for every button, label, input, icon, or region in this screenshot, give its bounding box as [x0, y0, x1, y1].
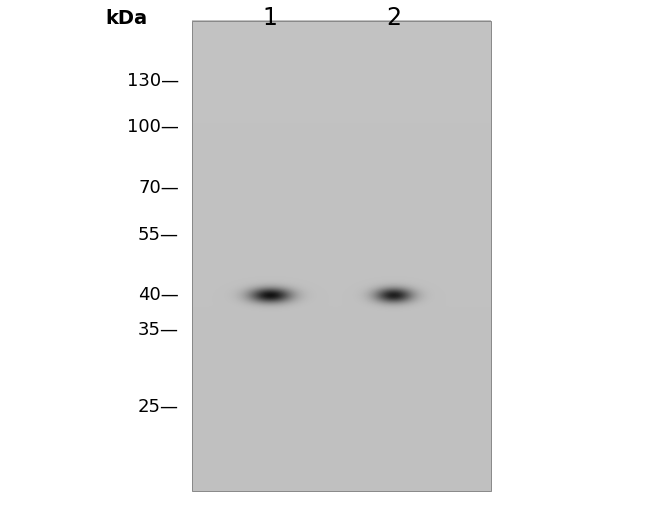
Text: kDa: kDa	[106, 9, 148, 28]
Text: 1: 1	[263, 6, 277, 30]
Text: 40—: 40—	[138, 287, 179, 304]
Text: 35—: 35—	[138, 321, 179, 339]
Text: 100—: 100—	[127, 119, 179, 136]
Text: 70—: 70—	[138, 179, 179, 197]
Text: 130—: 130—	[127, 72, 179, 89]
Text: 2: 2	[385, 6, 401, 30]
Text: 25—: 25—	[138, 398, 179, 415]
Text: 55—: 55—	[138, 226, 179, 244]
Bar	[192, 21, 491, 491]
